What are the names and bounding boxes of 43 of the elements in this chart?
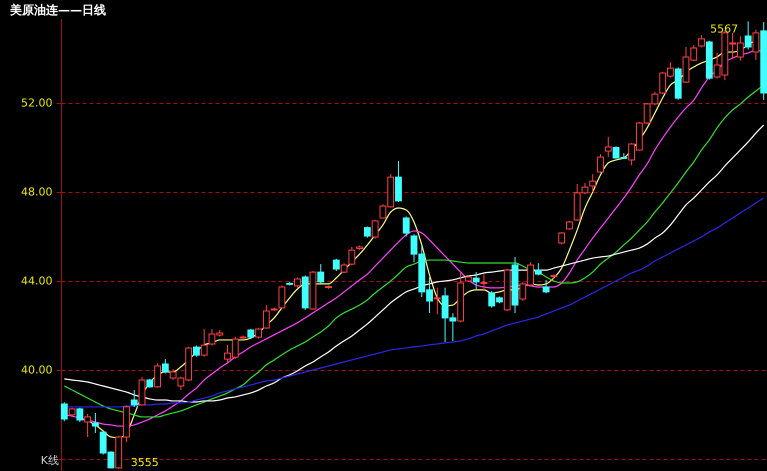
y-tick-label: 48.00 [21,186,52,199]
candlestick [534,262,542,276]
text: K线 [40,454,59,467]
annotation: 3555 [130,456,159,469]
candlestick [542,279,550,294]
candlestick [92,412,99,434]
candlestick [200,328,208,358]
candlestick [247,328,254,340]
candlestick [84,414,92,438]
candlestick [348,246,356,266]
candlestick [597,154,604,174]
candlestick [255,327,262,340]
candlestick [434,287,441,315]
candlestick [278,284,286,310]
candlestick [558,232,566,245]
candlestick [395,160,402,203]
candlestick [130,390,138,408]
candlestick [262,304,270,330]
candlestick [604,136,612,158]
y-tick-label: 40.00 [21,363,52,376]
candlestick [192,345,200,358]
candlestick [162,358,169,374]
candlestick [60,402,68,422]
candlestick [76,407,84,423]
candlestick [698,34,705,48]
candlestick [340,262,348,274]
candlestick [752,29,760,61]
candlestick [744,20,752,50]
candlestick [472,272,480,290]
line-series [64,124,764,403]
annotation: 5567 [710,22,738,36]
candlestick [480,274,488,292]
candlestick [364,226,371,238]
chart-title: 美原油连——日线 [9,3,106,17]
candlestick [372,219,379,240]
y-tick-label: 44.00 [21,274,52,288]
candlestick [294,277,301,288]
candlestick [332,258,340,272]
y-tick-label: 52.00 [21,96,52,110]
candlestick [402,216,410,237]
candlestick [317,264,324,284]
candlestick [589,174,596,193]
candlestick [154,362,161,388]
